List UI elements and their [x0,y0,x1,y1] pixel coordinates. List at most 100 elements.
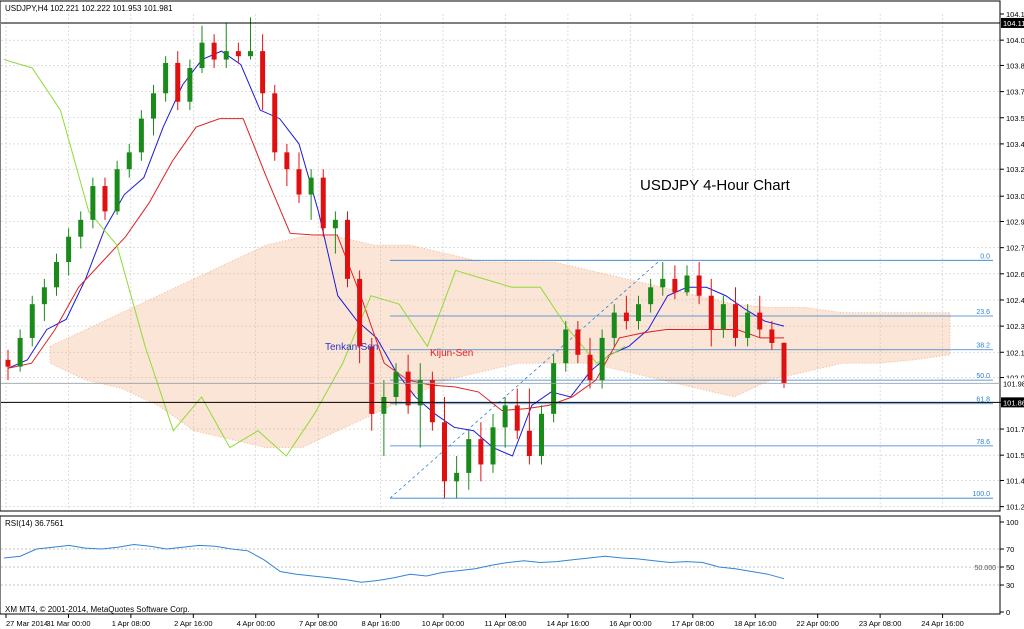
candle-body [223,51,229,60]
candle-body [17,337,23,367]
candle-body [211,42,217,60]
y-tick-label: 103.245 [1006,165,1024,174]
candle-body [102,186,108,212]
candle-body [563,329,569,364]
candle-body [502,405,508,428]
candle-body [466,439,472,473]
candle-body [126,152,132,170]
horizontal-price-label: 101.868 [1003,398,1024,407]
candle-body [308,177,314,195]
chart-title: USDJPY 4-Hour Chart [640,177,791,194]
candle-body [405,371,411,406]
symbol-info-label: USDJPY,H4 102.221 102.222 101.953 101.98… [5,4,173,13]
x-tick-label: 31 Mar 00:00 [46,619,90,628]
x-tick-label: 10 Apr 00:00 [422,619,465,628]
y-tick-label: 102.785 [1006,244,1024,253]
x-tick-label: 27 Mar 2014 [6,619,48,628]
x-tick-label: 7 Apr 08:00 [299,619,337,628]
candle-body [54,262,59,288]
y-tick-label: 103.710 [1006,88,1024,97]
candle-body [490,427,496,465]
bid-price-label: 101.981 [1003,379,1024,388]
candle-body [660,278,666,288]
x-tick-label: 8 Apr 16:00 [361,619,399,628]
candle-body [611,312,617,338]
ichimoku-cloud [49,236,951,449]
x-tick-label: 4 Apr 00:00 [237,619,275,628]
candle-body [284,152,290,170]
x-tick-label: 17 Apr 08:00 [672,619,715,628]
candle-body [187,67,193,102]
candle-body [175,62,181,102]
candle-body [757,312,763,330]
x-tick-label: 1 Apr 08:00 [112,619,150,628]
annotation-tenkan-sen: Tenkan-Sen [325,342,378,353]
rsi-y-tick-label: 50 [1006,563,1014,572]
candle-body [672,278,678,293]
candle-body [90,186,96,220]
main-price-panel: 0.0 23.6 38.2 50.0 61.8 78.6 100.0 104.17 104.0… [0,0,1024,613]
candle-body [332,219,338,229]
candle-body [781,342,787,384]
candle-body [138,118,144,153]
fib-level-label: 50.0 [976,373,990,380]
annotation-kijun-sen: Kijun-Sen [430,348,473,359]
main-panel-border [0,0,1001,512]
candle-body [769,329,775,343]
rsi-level-label: 50.000 [975,565,997,572]
copyright-label: XM MT4, © 2001-2014, MetaQuotes Software… [5,605,190,614]
fib-level-label: 0.0 [980,253,990,260]
rsi-line [3,543,785,583]
x-tick-label: 16 Apr 00:00 [609,619,652,628]
fib-level-label: 61.8 [976,397,990,404]
y-tick-label: 103.090 [1006,192,1024,201]
y-tick-label: 103.400 [1006,140,1024,149]
candle-body [745,312,751,338]
top-price-label-box [1001,17,1024,28]
fib-level-label: 78.6 [976,439,990,446]
y-tick-label: 101.250 [1006,503,1024,512]
x-tick-label: 18 Apr 16:00 [734,619,777,628]
candle-body [539,413,544,457]
candle-body [636,304,641,322]
candle-body [66,236,72,262]
y-tick-label: 104.17 [1006,10,1024,19]
rsi-y-tick-label: 100 [1006,518,1019,527]
candle-body [429,380,435,423]
x-tick-label: 2 Apr 16:00 [174,619,212,628]
rsi-panel: 100 70 50 30 0 50.000 [0,515,1019,617]
candle-body [381,396,387,414]
y-tick-label: 104.015 [1006,36,1024,45]
candle-body [575,329,581,355]
y-tick-label: 102.165 [1006,348,1024,357]
candle-body [41,287,47,305]
candle-body [151,93,156,119]
candle-body [478,439,484,465]
candle-body [296,169,302,195]
x-tick-label: 24 Apr 16:00 [921,619,964,628]
rsi-y-tick-label: 70 [1006,545,1014,554]
y-tick-label: 101.405 [1006,476,1024,485]
y-tick-label: 103.555 [1006,114,1024,123]
candle-body [587,354,593,381]
candle-body [5,359,11,367]
candle-body [320,177,326,229]
fib-level-label: 23.6 [976,309,990,316]
rsi-y-tick-label: 30 [1006,581,1014,590]
rsi-label: RSI(14) 36.7561 [5,519,64,528]
candle-body [78,219,84,237]
candle-body [417,380,423,406]
candle-body [260,51,266,94]
y-tick-label: 102.940 [1006,218,1024,227]
rsi-panel-border [0,515,1001,615]
candle-body [623,312,629,322]
candle-body [648,287,654,305]
candle-body [526,430,532,457]
candle-body [345,219,350,279]
candle-body [163,62,169,94]
candle-body [720,304,726,330]
y-tick-label: 102.015 [1006,374,1024,383]
candle-body [551,363,557,414]
y-tick-label: 101.555 [1006,451,1024,460]
